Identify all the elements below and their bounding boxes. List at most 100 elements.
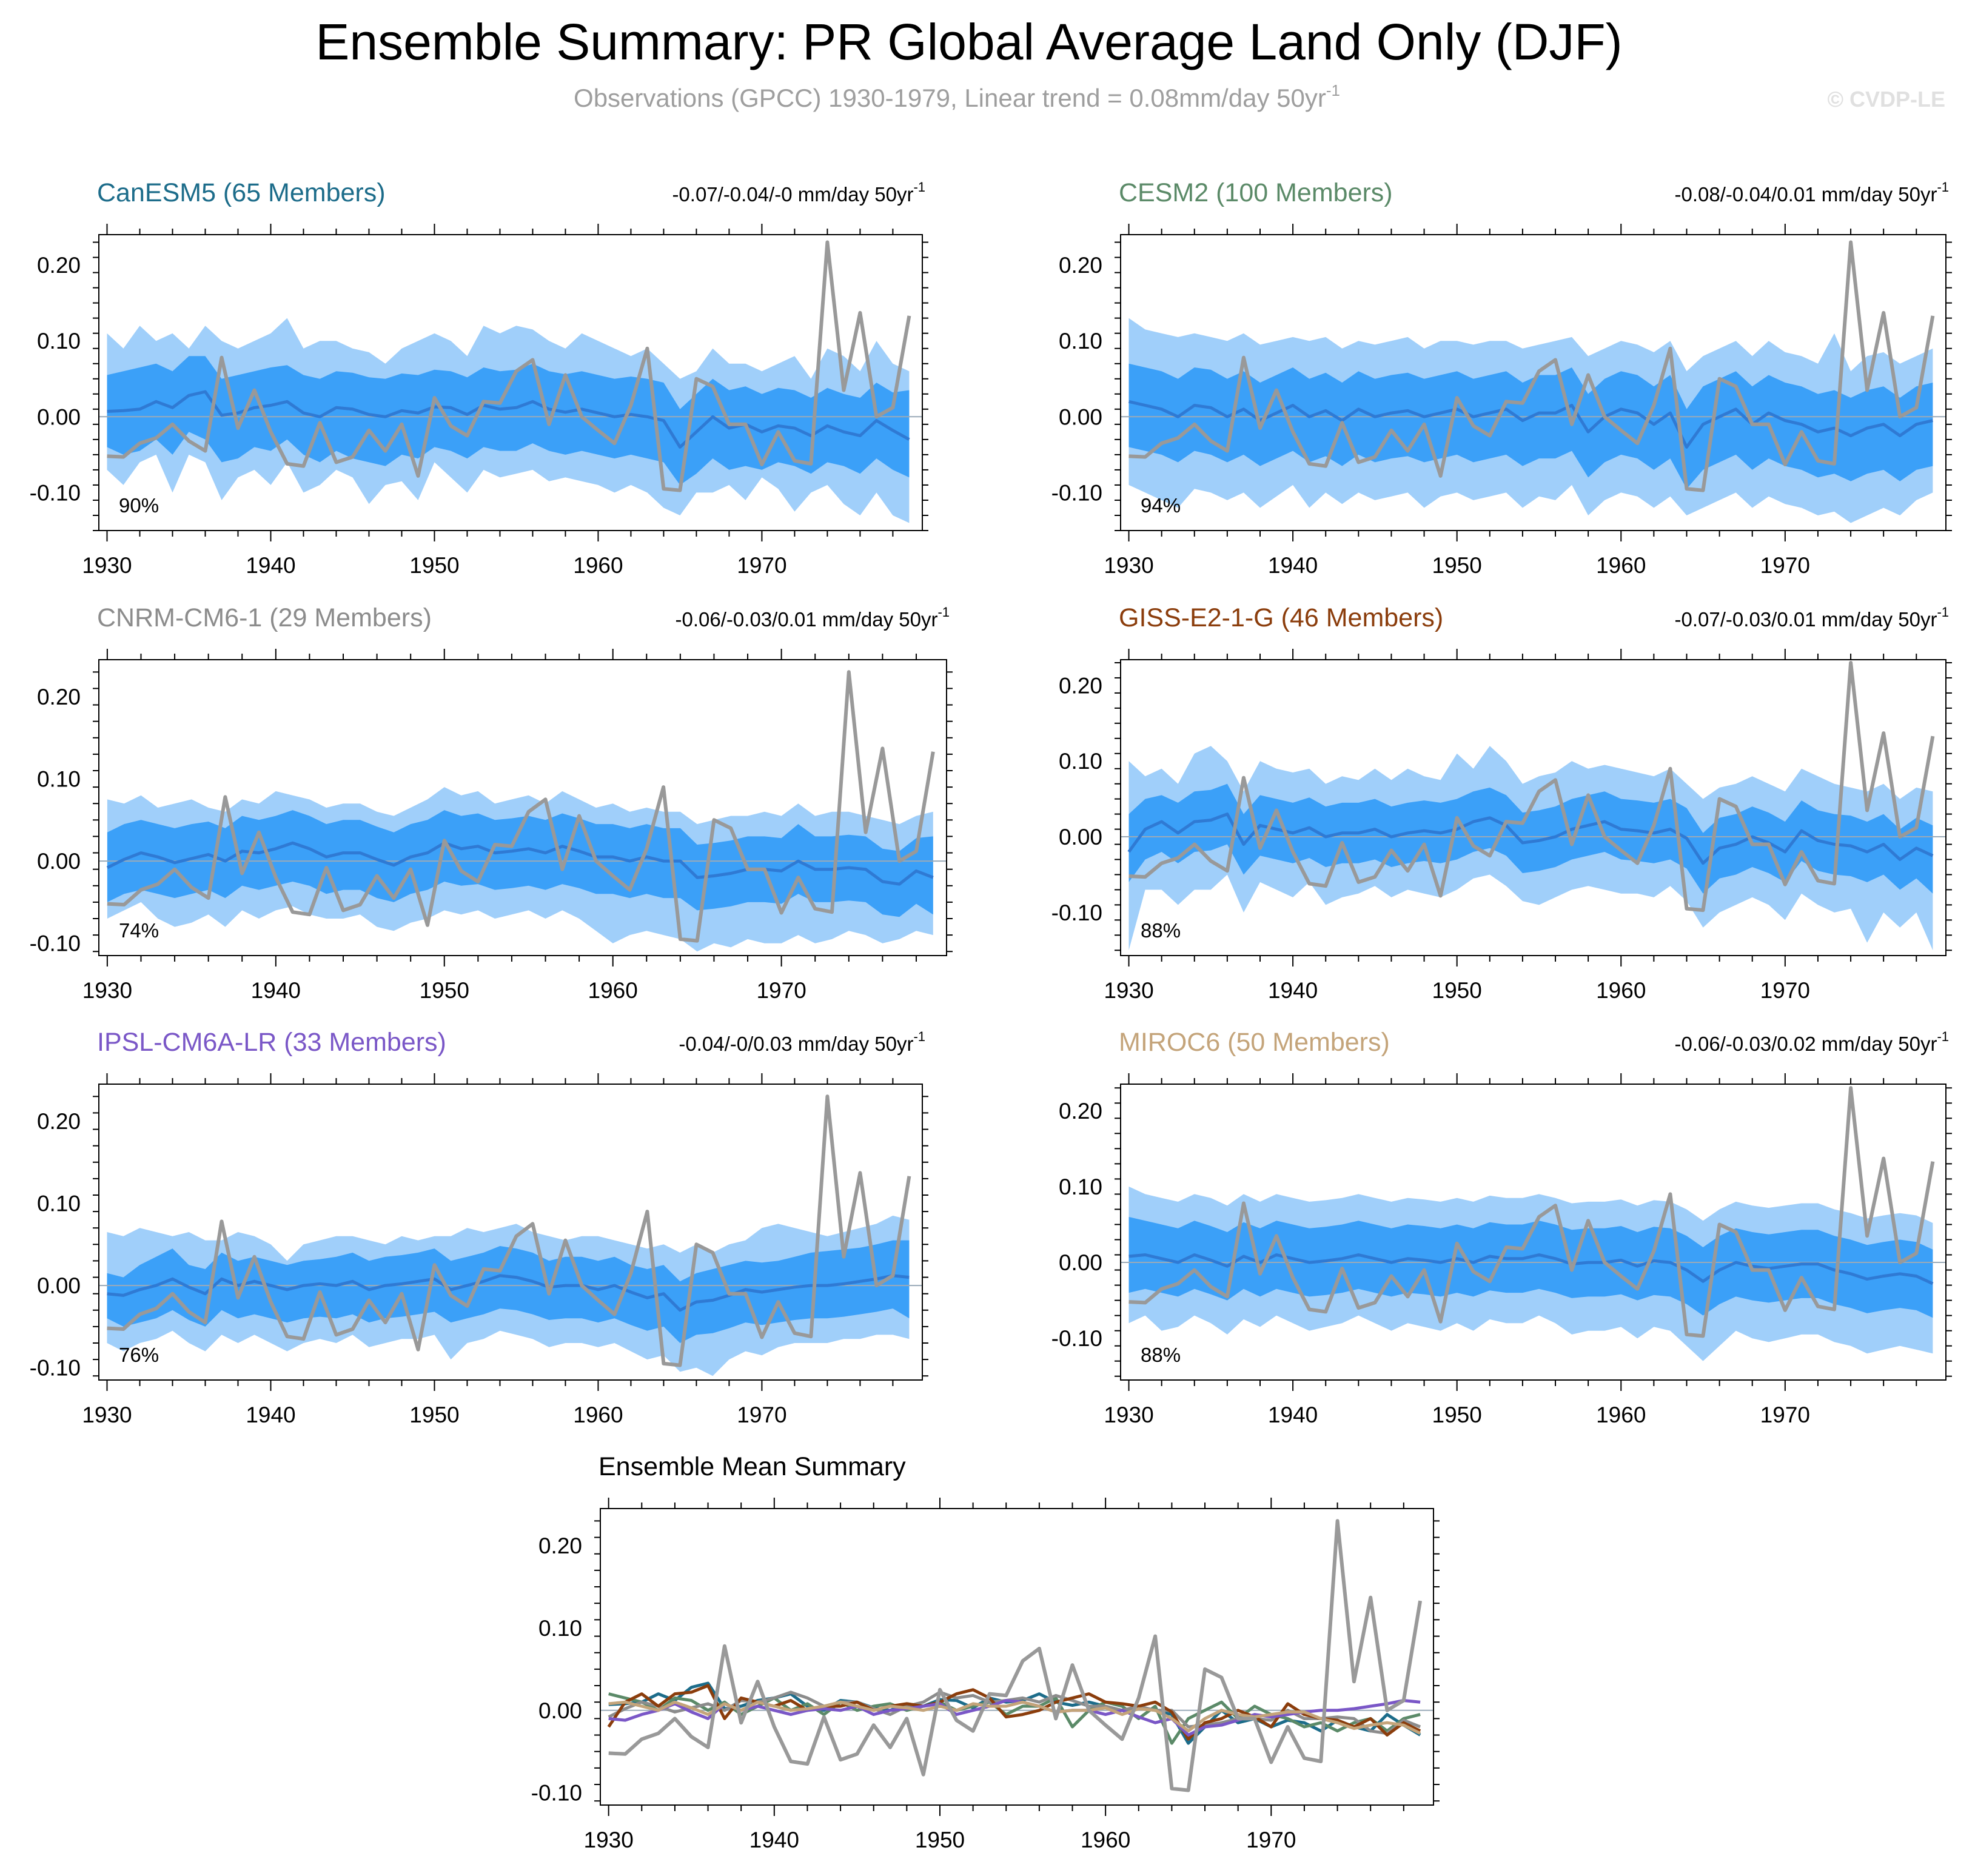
percent-label: 88%	[1141, 919, 1181, 942]
x-tick-label: 1950	[915, 1827, 965, 1852]
panel-title: CanESM5 (65 Members)	[97, 178, 386, 207]
x-tick-label: 1940	[246, 1402, 295, 1427]
x-tick-label: 1940	[1268, 553, 1318, 578]
panel-title: Ensemble Mean Summary	[599, 1452, 906, 1481]
figure-subtitle: Observations (GPCC) 1930-1979, Linear tr…	[574, 81, 1340, 112]
y-tick-label: -0.10	[1051, 480, 1102, 505]
x-tick-label: 1950	[1432, 1402, 1482, 1427]
percent-label: 76%	[119, 1344, 159, 1366]
trend-label-text: -0.07/-0.04/-0 mm/day 50yr	[672, 183, 913, 206]
trend-label: -0.07/-0.04/-0 mm/day 50yr-1	[672, 179, 925, 206]
figure-subtitle-sup: -1	[1326, 81, 1340, 99]
trend-label: -0.04/-0/0.03 mm/day 50yr-1	[679, 1029, 925, 1055]
panel-title: MIROC6 (50 Members)	[1119, 1028, 1390, 1057]
trend-label-text: -0.08/-0.04/0.01 mm/day 50yr	[1675, 183, 1937, 206]
chart-panel-1: 1930 1940 1950 1960 1970 0.20 0.10 0.00 -0.10 Can…	[30, 178, 928, 578]
x-tick-label: 1970	[1760, 553, 1810, 578]
spread-band-inner	[107, 1240, 910, 1343]
trend-label: -0.07/-0.03/0.01 mm/day 50yr-1	[1675, 605, 1949, 631]
chart-panel-4: 1930 1940 1950 1960 1970 0.20 0.10 0.00 -0.10 GIS…	[1051, 603, 1952, 1003]
trend-label-sup: -1	[913, 179, 925, 195]
y-tick-label: 0.10	[538, 1616, 582, 1641]
x-tick-label: 1930	[82, 1402, 132, 1427]
trend-label-sup: -1	[1937, 179, 1949, 195]
plot-frame	[98, 1084, 923, 1381]
y-tick-label: 0.00	[1059, 404, 1102, 429]
y-tick-label: -0.10	[30, 1356, 81, 1381]
plot-frame	[1120, 1084, 1946, 1381]
x-tick-label: 1950	[1432, 553, 1482, 578]
observations-line	[107, 1094, 911, 1367]
trend-label-text: -0.06/-0.03/0.01 mm/day 50yr	[676, 608, 938, 631]
y-tick-label: 0.10	[1059, 749, 1102, 774]
panel-title: GISS-E2-1-G (46 Members)	[1119, 603, 1443, 632]
percent-label: 74%	[119, 919, 159, 942]
x-tick-label: 1930	[1104, 978, 1153, 1003]
y-tick-label: 0.20	[37, 685, 81, 709]
y-tick-label: -0.10	[30, 931, 81, 956]
observations-line	[608, 1519, 1423, 1792]
y-tick-label: 0.20	[37, 1109, 81, 1134]
panels: 1930 1940 1950 1960 1970 0.20 0.10 0.00 -0.10 Can…	[30, 178, 1952, 1852]
x-tick-label: 1940	[246, 553, 295, 578]
x-tick-label: 1960	[1596, 553, 1646, 578]
y-tick-label: 0.00	[538, 1698, 582, 1723]
trend-label-sup: -1	[937, 605, 950, 620]
y-tick-label: 0.00	[37, 1273, 81, 1298]
x-tick-label: 1930	[82, 553, 132, 578]
x-tick-label: 1950	[1432, 978, 1482, 1003]
observations-line	[107, 240, 911, 492]
y-tick-label: -0.10	[531, 1781, 582, 1806]
x-tick-label: 1960	[573, 553, 623, 578]
y-tick-label: 0.00	[37, 404, 81, 429]
y-tick-label: 0.00	[1059, 1250, 1102, 1275]
y-tick-label: 0.20	[1059, 1099, 1102, 1124]
trend-label: -0.06/-0.03/0.02 mm/day 50yr-1	[1675, 1029, 1949, 1055]
x-tick-label: 1930	[1104, 553, 1153, 578]
y-tick-label: 0.20	[1059, 253, 1102, 278]
trend-label-sup: -1	[1937, 605, 1949, 620]
figure-title: Ensemble Summary: PR Global Average Land…	[315, 13, 1622, 70]
y-tick-label: 0.00	[1059, 825, 1102, 849]
watermark: © CVDP-LE	[1827, 87, 1945, 112]
x-tick-label: 1940	[1268, 978, 1318, 1003]
observations-line	[1128, 1086, 1935, 1338]
plot-frame	[600, 1508, 1434, 1806]
x-tick-label: 1970	[1760, 1402, 1810, 1427]
x-tick-label: 1960	[1081, 1827, 1130, 1852]
spread-band-inner	[1128, 783, 1933, 894]
x-tick-label: 1950	[409, 553, 459, 578]
spread-band-inner	[1128, 1217, 1933, 1318]
x-tick-label: 1950	[420, 978, 469, 1003]
x-tick-label: 1970	[756, 978, 806, 1003]
ensemble-mean-line	[107, 390, 910, 449]
percent-label: 88%	[1141, 1344, 1181, 1366]
chart-panel-3: 1930 1940 1950 1960 1970 0.20 0.10 0.00 -0.10 CNR…	[30, 603, 953, 1003]
chart-panel-7: 1930 1940 1950 1960 1970 0.20 0.10 0.00 -0.10 Ens…	[531, 1452, 1440, 1852]
panel-title: IPSL-CM6A-LR (33 Members)	[97, 1028, 446, 1057]
x-tick-label: 1970	[1246, 1827, 1296, 1852]
x-tick-label: 1930	[1104, 1402, 1153, 1427]
plot-frame	[98, 659, 947, 956]
observations-line	[107, 670, 935, 943]
x-tick-label: 1940	[1268, 1402, 1318, 1427]
y-tick-label: 0.00	[37, 849, 81, 874]
ensemble-mean-line	[1127, 812, 1934, 865]
trend-label-text: -0.07/-0.03/0.01 mm/day 50yr	[1675, 608, 1937, 631]
x-tick-label: 1930	[82, 978, 132, 1003]
y-tick-label: 0.10	[37, 767, 81, 792]
x-tick-label: 1960	[1596, 1402, 1646, 1427]
y-tick-label: 0.20	[37, 253, 81, 278]
ensemble-mean-line	[107, 1274, 910, 1312]
trend-label-text: -0.04/-0/0.03 mm/day 50yr	[679, 1033, 913, 1055]
observations-line	[1128, 240, 1935, 492]
x-tick-label: 1930	[584, 1827, 634, 1852]
observations-line	[1128, 661, 1935, 913]
trend-label: -0.06/-0.03/0.01 mm/day 50yr-1	[676, 605, 950, 631]
panel-title: CESM2 (100 Members)	[1119, 178, 1393, 207]
ensemble-mean-line	[1128, 1253, 1934, 1285]
trend-label: -0.08/-0.04/0.01 mm/day 50yr-1	[1675, 179, 1949, 206]
y-tick-label: 0.20	[538, 1533, 582, 1558]
percent-label: 94%	[1141, 494, 1181, 517]
